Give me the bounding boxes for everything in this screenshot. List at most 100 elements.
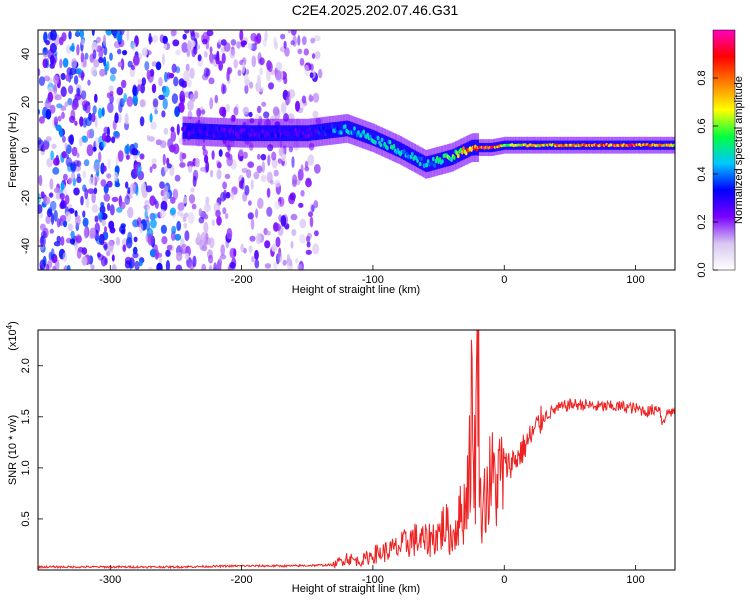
noise-blob — [198, 216, 205, 224]
noise-blob — [103, 193, 111, 202]
noise-blob — [244, 84, 249, 95]
ridge-core — [380, 137, 384, 142]
ridge-core — [336, 126, 339, 131]
ridge-band — [225, 124, 227, 141]
noise-blob — [126, 30, 130, 42]
noise-blob — [40, 235, 44, 247]
noise-blob — [38, 109, 41, 115]
noise-blob — [184, 212, 189, 218]
noise-blob — [239, 155, 244, 162]
spectrogram-ridge — [181, 114, 675, 179]
noise-blob — [196, 107, 202, 118]
noise-blob — [217, 161, 221, 168]
noise-blob — [145, 219, 151, 231]
noise-blob — [52, 167, 60, 175]
x-tick-label: 0 — [501, 574, 507, 586]
noise-blob — [74, 93, 82, 101]
ridge-band — [240, 125, 243, 141]
noise-blob — [133, 236, 138, 243]
noise-blob — [208, 265, 213, 270]
y-tick-label: -20 — [20, 190, 32, 206]
ridge-core — [420, 156, 423, 161]
ridge-core — [386, 145, 389, 151]
noise-blob — [114, 112, 119, 124]
noise-blob — [275, 236, 281, 248]
ridge-core — [374, 140, 377, 145]
ridge-band — [223, 124, 226, 141]
snr-y-scale-base: (x10 — [7, 329, 19, 350]
ridge-core — [277, 132, 280, 138]
noise-blob — [159, 209, 166, 219]
noise-blob — [115, 236, 120, 246]
noise-blob — [100, 179, 107, 187]
noise-blob — [265, 230, 271, 236]
noise-blob — [61, 111, 65, 119]
ridge-band — [307, 125, 309, 142]
noise-blob — [248, 111, 253, 118]
noise-blob — [61, 151, 67, 159]
ridge-core — [240, 128, 243, 133]
ridge-band — [322, 123, 325, 140]
noise-blob — [66, 67, 73, 76]
ridge-core — [242, 127, 246, 132]
noise-blob — [64, 142, 68, 150]
noise-blob — [38, 139, 44, 150]
noise-blob — [229, 49, 236, 59]
ridge-band — [423, 155, 426, 172]
noise-blob — [203, 221, 209, 234]
noise-blob — [144, 61, 150, 71]
ridge-band — [455, 147, 457, 164]
noise-blob — [170, 130, 177, 142]
ridge-core — [183, 125, 187, 130]
noise-blob — [251, 256, 255, 263]
noise-blob — [149, 68, 155, 77]
noise-blob — [75, 30, 80, 36]
noise-blob — [211, 150, 215, 160]
noise-blob — [90, 66, 97, 77]
noise-blob — [187, 165, 193, 173]
x-tick-label: 100 — [626, 574, 644, 586]
noise-blob — [179, 162, 186, 168]
noise-blob — [273, 169, 279, 177]
noise-blob — [76, 173, 81, 179]
noise-blob — [283, 40, 287, 49]
noise-blob — [108, 220, 115, 230]
noise-blob — [197, 232, 200, 244]
noise-blob — [38, 116, 45, 124]
ridge-band — [215, 124, 218, 140]
ridge-core — [261, 129, 264, 134]
colorbar-bar — [712, 29, 736, 271]
noise-blob — [250, 218, 255, 230]
noise-blob — [220, 244, 225, 256]
noise-blob — [249, 81, 254, 89]
noise-blob — [96, 36, 101, 43]
noise-blob — [162, 86, 170, 98]
noise-blob — [202, 149, 208, 157]
ridge-core — [244, 132, 247, 137]
noise-blob — [122, 244, 127, 252]
noise-blob — [60, 181, 65, 191]
noise-blob — [124, 113, 129, 125]
noise-blob — [101, 107, 105, 117]
noise-blob — [160, 200, 168, 212]
noise-blob — [124, 195, 130, 205]
noise-blob — [264, 263, 272, 269]
noise-blob — [76, 68, 83, 75]
noise-blob — [174, 174, 181, 182]
noise-blob — [250, 179, 254, 190]
ridge-band — [300, 125, 303, 142]
ridge-core — [311, 127, 314, 133]
noise-blob — [68, 30, 72, 40]
ridge-core — [278, 129, 282, 134]
noise-blob — [38, 204, 43, 214]
y-tick-label: -40 — [20, 238, 32, 254]
noise-blob — [81, 247, 88, 255]
snr-panel: -300 -200 -100 0 100 0.5 1.0 1.5 2.0 Height of … — [5, 321, 676, 595]
noise-blob — [208, 237, 215, 249]
snr-background — [38, 330, 675, 570]
noise-blob — [45, 136, 52, 142]
ridge-band — [349, 121, 352, 138]
noise-blob — [119, 201, 126, 210]
x-tick-label: -200 — [231, 574, 253, 586]
ridge-core — [438, 157, 442, 162]
